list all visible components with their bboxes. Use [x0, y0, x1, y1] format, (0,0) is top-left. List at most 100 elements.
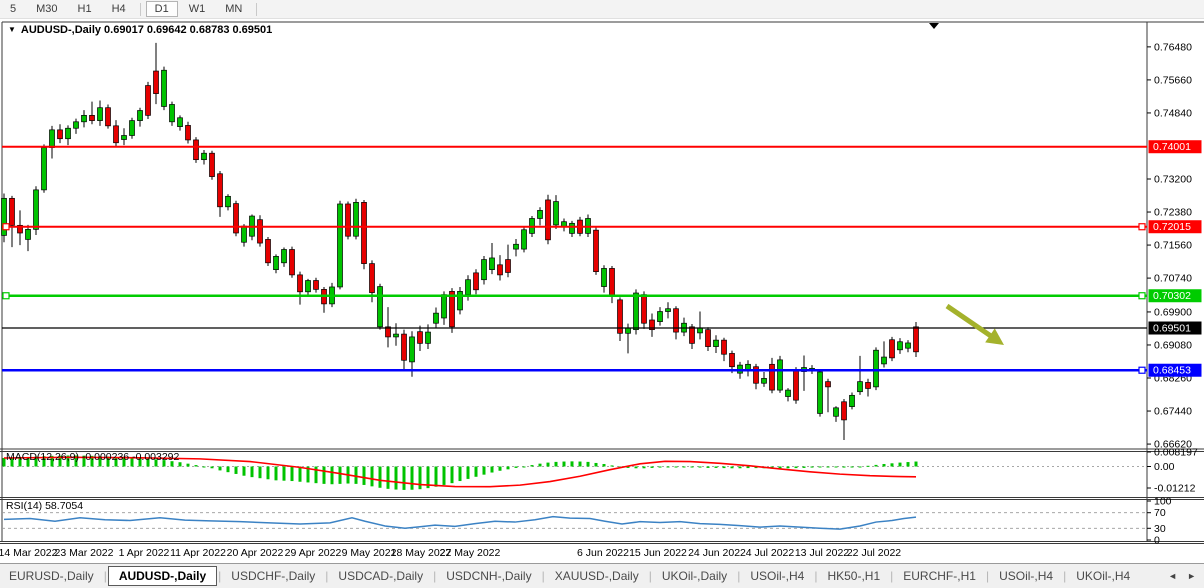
- candle-bull: [281, 249, 287, 264]
- candle-bear: [841, 401, 847, 421]
- macd-bar: [314, 466, 318, 484]
- macd-bar: [154, 459, 158, 467]
- price-tick-label: 0.67440: [1154, 406, 1192, 418]
- hline-handle-right[interactable]: [1138, 292, 1146, 300]
- macd-bar: [162, 460, 166, 467]
- symbol-tab-hk50h1[interactable]: HK50-,H1: [827, 569, 881, 583]
- symbol-tab-usdchfdaily[interactable]: USDCHF-,Daily: [231, 569, 316, 583]
- timeframe-button-m30[interactable]: M30: [36, 3, 58, 15]
- macd-bar: [914, 461, 918, 467]
- candle-bull: [569, 222, 575, 234]
- timeframe-button-w1[interactable]: W1: [188, 3, 206, 15]
- hline-0.70302[interactable]: [2, 292, 1147, 300]
- candle-bear: [153, 70, 159, 94]
- macd-bar: [394, 466, 398, 490]
- symbol-tab-eurusddaily[interactable]: EURUSD-,Daily: [9, 569, 94, 583]
- macd-bar: [746, 466, 750, 469]
- tab-scroll-right-icon[interactable]: ►: [1187, 571, 1196, 581]
- chart-title: ▼ AUDUSD-,Daily 0.69017 0.69642 0.68783 …: [8, 24, 272, 36]
- candle-bear: [449, 291, 455, 328]
- tab-separator: |: [433, 569, 437, 583]
- tab-separator: |: [890, 569, 894, 583]
- candle-bull: [377, 286, 383, 328]
- symbol-tab-eurchfh1[interactable]: EURCHF-,H1: [903, 569, 976, 583]
- date-tick-label: 29 Apr 2022: [285, 547, 342, 559]
- macd-bar: [858, 466, 862, 468]
- candle-bear: [793, 369, 799, 401]
- hline-0.68453[interactable]: [2, 366, 1147, 374]
- timeframe-toolbar: 5 M30 H1 H4 D1 W1 MN: [0, 0, 1204, 19]
- symbol-tab-audusddaily[interactable]: AUDUSD-,Daily: [107, 566, 218, 586]
- timeframe-button-d1[interactable]: D1: [145, 1, 178, 17]
- candle-bull: [81, 115, 87, 123]
- macd-bar: [226, 466, 230, 473]
- trend-arrow-annotation[interactable]: [945, 303, 1004, 345]
- candle-bull: [761, 378, 767, 384]
- symbol-tab-usoilh4[interactable]: USOil-,H4: [750, 569, 805, 583]
- macd-bar: [730, 466, 734, 469]
- macd-bar: [626, 466, 630, 468]
- price-axis[interactable]: 0.76480 0.75660 0.74840 0.73200 0.72380 0.715…: [1147, 41, 1192, 451]
- timeframe-button-h1[interactable]: H1: [77, 3, 92, 15]
- hline-handle-right[interactable]: [1138, 366, 1146, 374]
- symbol-tab-ukoildaily[interactable]: UKOil-,Daily: [661, 569, 728, 583]
- symbol-tab-usdcaddaily[interactable]: USDCAD-,Daily: [338, 569, 424, 583]
- candle-bear: [769, 363, 775, 391]
- chart-title-text: AUDUSD-,Daily 0.69017 0.69642 0.68783 0.…: [20, 24, 273, 36]
- hline-handle-left[interactable]: [2, 292, 10, 300]
- macd-bar: [706, 466, 710, 468]
- candle-bear: [401, 333, 407, 361]
- candle-bull: [65, 127, 71, 140]
- macd-axis-label: 0.00: [1154, 461, 1175, 473]
- macd-bar: [266, 466, 270, 480]
- chart-dropdown-icon[interactable]: ▼: [8, 25, 16, 34]
- date-tick-label: 13 Jul 2022: [795, 547, 849, 559]
- date-tick-label: 1 Apr 2022: [119, 547, 170, 559]
- macd-bar: [666, 466, 670, 468]
- macd-bar: [34, 456, 38, 467]
- symbol-tab-ukoilh4[interactable]: UKOil-,H4: [1076, 569, 1131, 583]
- macd-bar: [18, 457, 22, 467]
- macd-bar: [818, 466, 822, 468]
- macd-bar: [98, 456, 102, 467]
- tab-separator: |: [814, 569, 818, 583]
- symbol-tab-usdcnhdaily[interactable]: USDCNH-,Daily: [446, 569, 532, 583]
- hline-0.72015[interactable]: [2, 223, 1147, 231]
- macd-bar: [482, 466, 486, 475]
- symbol-tab-usoilh4[interactable]: USOil-,H4: [999, 569, 1054, 583]
- timeframe-button-h4[interactable]: H4: [111, 3, 126, 15]
- candle-bear: [505, 259, 511, 273]
- macd-bar: [506, 466, 510, 470]
- tab-scroll-left-icon[interactable]: ◄: [1168, 571, 1178, 581]
- symbol-tab-xauusddaily[interactable]: XAUUSD-,Daily: [554, 569, 639, 583]
- candle-bear: [729, 353, 735, 368]
- rsi-axis-label: 30: [1154, 523, 1166, 535]
- tab-separator: |: [985, 569, 990, 583]
- macd-bar: [530, 465, 534, 467]
- macd-indicator-label: MACD(12,26,9) -0.000236 -0.003292: [6, 451, 180, 463]
- price-tick-label: 0.74840: [1154, 107, 1192, 119]
- macd-bar: [714, 466, 718, 468]
- macd-panel: 0.008197 0.00 -0.01212: [2, 446, 1198, 494]
- price-tick-label: 0.73200: [1154, 174, 1192, 186]
- candle-bull: [273, 255, 279, 270]
- candle-bull: [225, 195, 231, 208]
- candle-bull: [817, 371, 823, 414]
- price-tick-label: 0.71560: [1154, 240, 1192, 252]
- price-flag-0.68453: 0.68453: [1148, 363, 1202, 377]
- macd-bar: [810, 466, 814, 468]
- macd-bar: [610, 465, 614, 467]
- chart-shift-marker-icon[interactable]: [929, 23, 939, 29]
- hline-handle-right[interactable]: [1138, 223, 1146, 231]
- macd-bar: [194, 465, 198, 467]
- macd-bar: [258, 466, 262, 479]
- date-tick-label: 18 May 2022: [391, 547, 452, 559]
- timeframe-button-mn[interactable]: MN: [225, 3, 243, 15]
- timeframe-button-5[interactable]: 5: [10, 3, 17, 15]
- hline-handle-left[interactable]: [2, 223, 10, 231]
- tab-separator: |: [325, 569, 329, 583]
- macd-bar: [122, 457, 126, 467]
